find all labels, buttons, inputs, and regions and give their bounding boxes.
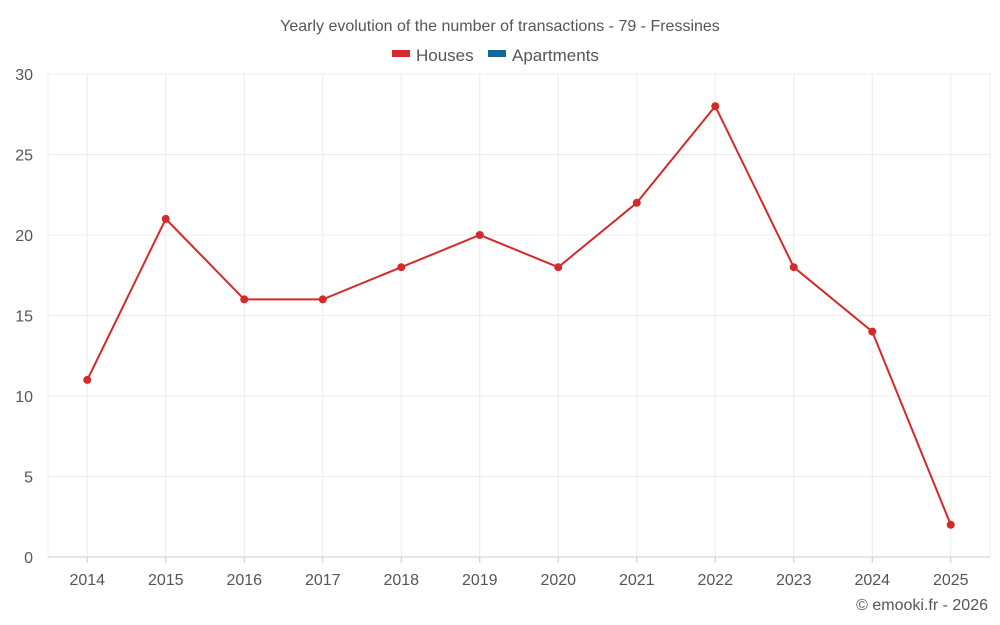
data-point-houses-2017[interactable] <box>318 295 327 304</box>
y-tick-label: 30 <box>15 67 33 84</box>
x-tick-label: 2014 <box>69 572 105 589</box>
series <box>83 102 955 529</box>
legend: Houses Apartments <box>392 46 599 65</box>
y-tick-label: 5 <box>24 470 33 487</box>
copyright-text: © emooki.fr - 2026 <box>856 597 988 614</box>
legend-item-houses[interactable]: Houses <box>392 46 474 65</box>
y-tick-label: 20 <box>15 228 33 245</box>
chart-title: Yearly evolution of the number of transa… <box>280 18 720 35</box>
x-tick-label: 2018 <box>383 572 419 589</box>
data-point-houses-2020[interactable] <box>554 263 563 272</box>
data-point-houses-2021[interactable] <box>632 198 641 207</box>
legend-swatch-houses <box>392 50 410 57</box>
y-tick-label: 25 <box>15 148 33 165</box>
grid <box>47 73 991 557</box>
data-point-houses-2022[interactable] <box>711 102 720 111</box>
series-line-houses <box>86 104 952 526</box>
data-point-houses-2016[interactable] <box>240 295 249 304</box>
x-tick-label: 2015 <box>148 572 184 589</box>
y-tick-label: 10 <box>15 389 33 406</box>
x-tick-label: 2021 <box>619 572 655 589</box>
x-tick-label: 2019 <box>462 572 498 589</box>
x-tick-label: 2023 <box>776 572 812 589</box>
data-point-houses-2025[interactable] <box>946 520 955 529</box>
legend-item-apartments[interactable]: Apartments <box>488 46 599 65</box>
x-tick-label: 2016 <box>226 572 262 589</box>
x-tick-label: 2024 <box>854 572 890 589</box>
data-point-houses-2024[interactable] <box>868 327 877 336</box>
y-tick-label: 15 <box>15 309 33 326</box>
legend-label-apartments: Apartments <box>512 46 599 65</box>
legend-label-houses: Houses <box>416 46 474 65</box>
x-tick-label: 2017 <box>305 572 341 589</box>
data-point-houses-2019[interactable] <box>475 231 484 239</box>
legend-swatch-apartments <box>488 50 506 57</box>
data-point-houses-2018[interactable] <box>397 263 406 272</box>
x-tick-label: 2020 <box>540 572 576 589</box>
data-point-houses-2014[interactable] <box>83 375 92 384</box>
x-tick-label: 2022 <box>697 572 733 589</box>
data-point-houses-2023[interactable] <box>789 263 798 272</box>
x-tick-label: 2025 <box>933 572 969 589</box>
data-point-houses-2015[interactable] <box>161 214 170 223</box>
y-tick-label: 0 <box>24 550 33 567</box>
